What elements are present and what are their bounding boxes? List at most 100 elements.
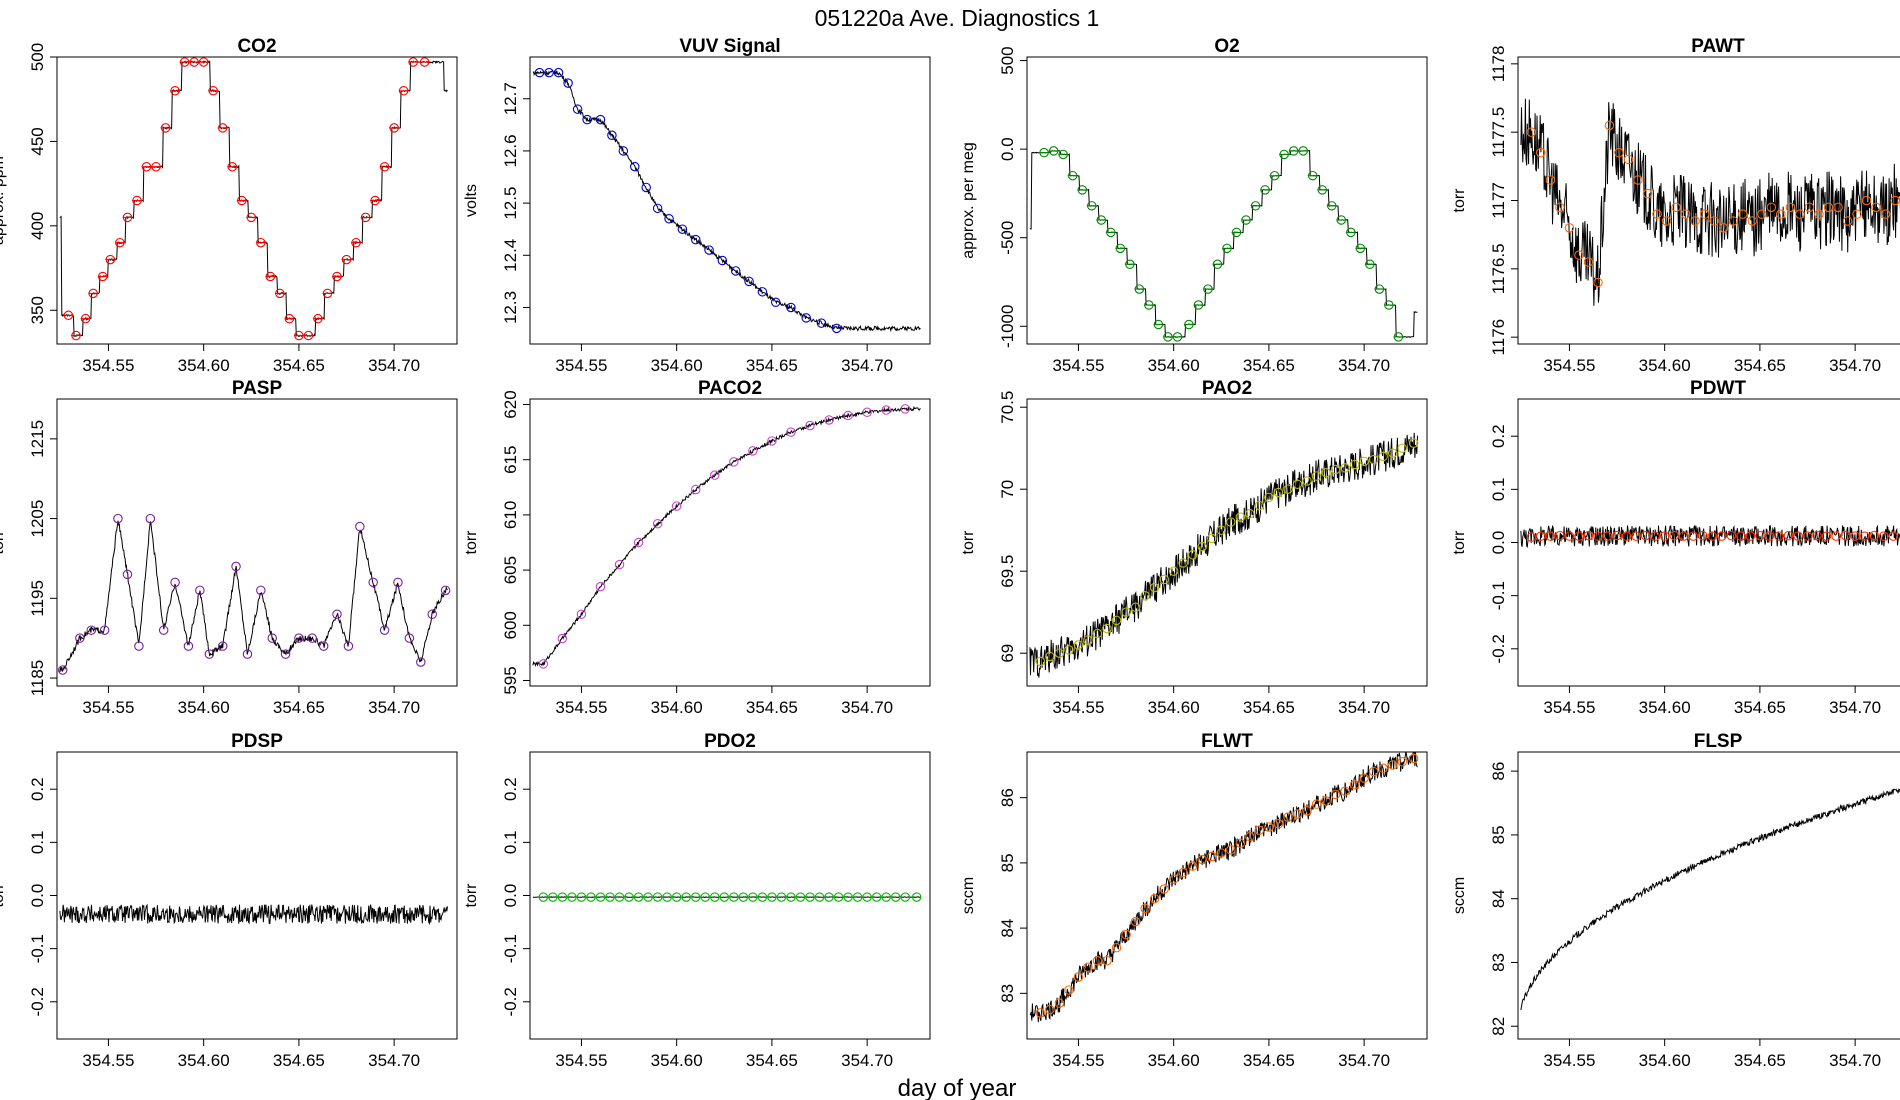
pdo2-average-point <box>738 892 749 902</box>
pasp-average-point <box>217 641 228 651</box>
pasp-average-point <box>99 625 110 635</box>
pdwt-average-point <box>1850 531 1860 541</box>
pdwt-y-tick-label: 0.1 <box>1489 478 1508 502</box>
flwt-y-axis-label: sccm <box>960 877 977 914</box>
paco2-y-tick-label: 600 <box>501 611 520 639</box>
vuv-signal-y-tick-label: 12.7 <box>501 82 520 115</box>
pao2-average-point <box>1102 623 1112 634</box>
pawt-average-point <box>1652 209 1662 219</box>
pao2-average-point <box>1207 533 1217 544</box>
vuv-signal-average-point <box>717 255 728 266</box>
pdwt-y-tick-label: 0.0 <box>1489 531 1508 555</box>
pdwt-average-point <box>1726 530 1737 541</box>
pdo2-average-point <box>700 892 710 902</box>
co2-x-tick-label: 354.60 <box>178 356 230 375</box>
panels-grid: CO2 approx. ppm 354.55 354.60 354.65 354.70 35… <box>0 36 1900 1070</box>
paco2-average-point <box>843 410 853 421</box>
pawt-average-point <box>1671 202 1681 213</box>
pao2-average-point <box>1321 468 1331 478</box>
paco2-average-point <box>805 420 815 431</box>
pasp-average-point <box>204 649 215 659</box>
flwt-average-point <box>1073 972 1084 982</box>
pao2-x-tick-label: 354.65 <box>1243 698 1295 717</box>
flwt-average-point <box>1064 985 1074 995</box>
pdwt-average-point <box>1669 530 1679 541</box>
pao2-average-point <box>1140 591 1150 601</box>
pawt-x-tick-label: 354.60 <box>1639 356 1691 375</box>
pdo2-x-tick-label: 354.65 <box>746 1051 798 1070</box>
pdo2-average-point <box>548 892 558 902</box>
pawt-x-tick-label: 354.70 <box>1829 356 1881 375</box>
o2-x-tick-label: 354.65 <box>1243 356 1295 375</box>
paco2-average-point <box>576 609 587 619</box>
pdwt-y-tick-label: -0.2 <box>1489 634 1508 663</box>
o2-y-tick-label: 500 <box>998 46 1017 74</box>
flwt-average-point <box>1292 809 1303 819</box>
flsp-x-tick-label: 354.70 <box>1829 1051 1881 1070</box>
pasp-average-point <box>231 561 241 572</box>
pasp-average-point <box>57 665 68 675</box>
pawt-average-point <box>1642 188 1653 199</box>
vuv-signal-title: VUV Signal <box>679 36 780 57</box>
pdwt-average-point <box>1869 530 1879 541</box>
paco2-title: PACO2 <box>698 378 762 399</box>
flwt-average-point <box>1149 894 1160 904</box>
pdwt-average-point <box>1545 531 1556 541</box>
pao2-average-point <box>1397 443 1407 453</box>
panel-paco2: PACO2 torr 354.55 354.60 354.65 354.70 595 600 6… <box>463 378 931 717</box>
vuv-signal-raw-trace <box>532 69 921 333</box>
pawt-average-point <box>1776 209 1786 219</box>
pdwt-average-point <box>1536 531 1546 541</box>
paco2-x-tick-label: 354.60 <box>651 698 703 717</box>
paco2-average-point <box>538 659 549 669</box>
pawt-average-point <box>1718 223 1729 233</box>
pdsp-y-tick-label: -0.1 <box>28 934 47 963</box>
paco2-average-point <box>633 537 644 548</box>
pdwt-average-point <box>1583 530 1594 541</box>
vuv-signal-average-point <box>677 224 688 234</box>
pao2-average-point <box>1408 438 1419 449</box>
pawt-average-point <box>1852 209 1862 219</box>
pawt-average-point <box>1795 209 1805 219</box>
pao2-average-point <box>1083 635 1093 645</box>
paco2-average-point <box>595 581 606 592</box>
pdo2-average-point <box>729 892 739 902</box>
flwt-plot-frame <box>1026 751 1428 1040</box>
pdo2-average-point <box>862 892 872 902</box>
pdo2-average-point <box>719 892 730 902</box>
pawt-average-point <box>1709 216 1719 226</box>
pao2-average-point <box>1130 602 1141 613</box>
paco2-x-tick-label: 354.55 <box>555 698 607 717</box>
pawt-average-point <box>1890 195 1900 206</box>
pdo2-average-point <box>652 892 663 902</box>
pawt-average-point <box>1842 216 1853 226</box>
flwt-x-tick-label: 354.70 <box>1338 1051 1390 1070</box>
pdo2-y-axis-label: torr <box>463 883 480 908</box>
pdsp-y-tick-label: -0.2 <box>28 987 47 1016</box>
panel-pdwt: PDWT torr 354.55 354.60 354.65 354.70 -0.2 -0.1… <box>1451 378 1900 717</box>
pdo2-average-point <box>900 892 910 902</box>
o2-x-tick-label: 354.55 <box>1052 356 1104 375</box>
flwt-average-point <box>1092 955 1103 966</box>
pasp-x-tick-label: 354.65 <box>273 698 325 717</box>
pao2-average-point <box>1035 656 1046 667</box>
vuv-signal-average-point <box>730 266 741 276</box>
flwt-average-point <box>1216 848 1227 858</box>
pawt-x-tick-label: 354.55 <box>1543 356 1595 375</box>
paco2-average-point <box>557 633 568 644</box>
pdo2-average-point <box>795 892 806 902</box>
flwt-title: FLWT <box>1201 731 1253 752</box>
pdsp-x-tick-label: 354.65 <box>273 1051 325 1070</box>
pao2-average-point <box>1340 463 1350 473</box>
pawt-average-point <box>1633 175 1643 185</box>
pao2-average-point <box>1292 479 1303 490</box>
flwt-average-point <box>1111 942 1122 953</box>
pao2-average-point <box>1187 550 1198 560</box>
pdwt-average-point <box>1621 531 1632 541</box>
vuv-signal-average-point <box>618 146 629 156</box>
paco2-y-tick-label: 595 <box>501 666 520 694</box>
pawt-average-point <box>1574 250 1584 260</box>
pao2-average-point <box>1283 484 1293 494</box>
flwt-average-point <box>1245 832 1255 842</box>
pdo2-average-point <box>605 892 615 902</box>
